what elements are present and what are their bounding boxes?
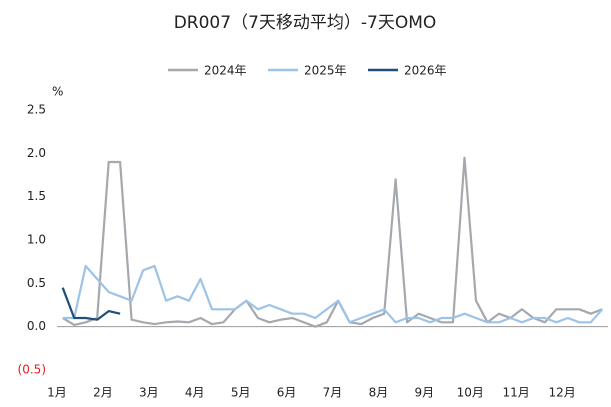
series-line: [61, 287, 121, 321]
x-tick-label: 12月: [548, 386, 575, 400]
x-tick-label: 8月: [369, 386, 389, 400]
x-tick-label: 1月: [47, 386, 67, 400]
y-tick-label: 0.0: [27, 319, 46, 333]
legend-label: 2025年: [304, 64, 347, 78]
x-tick-label: 10月: [457, 386, 484, 400]
x-tick-label: 5月: [231, 386, 251, 400]
y-tick-label: 0.5: [27, 276, 46, 290]
y-tick-label: 2.5: [27, 103, 46, 117]
y-unit: %: [52, 85, 63, 99]
x-tick-label: 11月: [503, 386, 530, 400]
x-tick-label: 2月: [93, 386, 113, 400]
x-tick-label: 6月: [277, 386, 297, 400]
y-tick-label: (0.5): [18, 363, 46, 377]
x-tick-label: 7月: [323, 386, 343, 400]
legend-label: 2024年: [204, 64, 247, 78]
x-tick-label: 9月: [415, 386, 435, 400]
x-tick-label: 3月: [139, 386, 159, 400]
x-tick-label: 4月: [185, 386, 205, 400]
series-line: [62, 156, 603, 328]
series-line: [62, 264, 604, 324]
legend-label: 2026年: [404, 64, 447, 78]
y-tick-label: 1.5: [27, 189, 46, 203]
y-tick-label: 1.0: [27, 233, 46, 247]
chart-title: DR007（7天移动平均）-7天OMO: [174, 13, 437, 33]
y-tick-label: 2.0: [27, 146, 46, 160]
